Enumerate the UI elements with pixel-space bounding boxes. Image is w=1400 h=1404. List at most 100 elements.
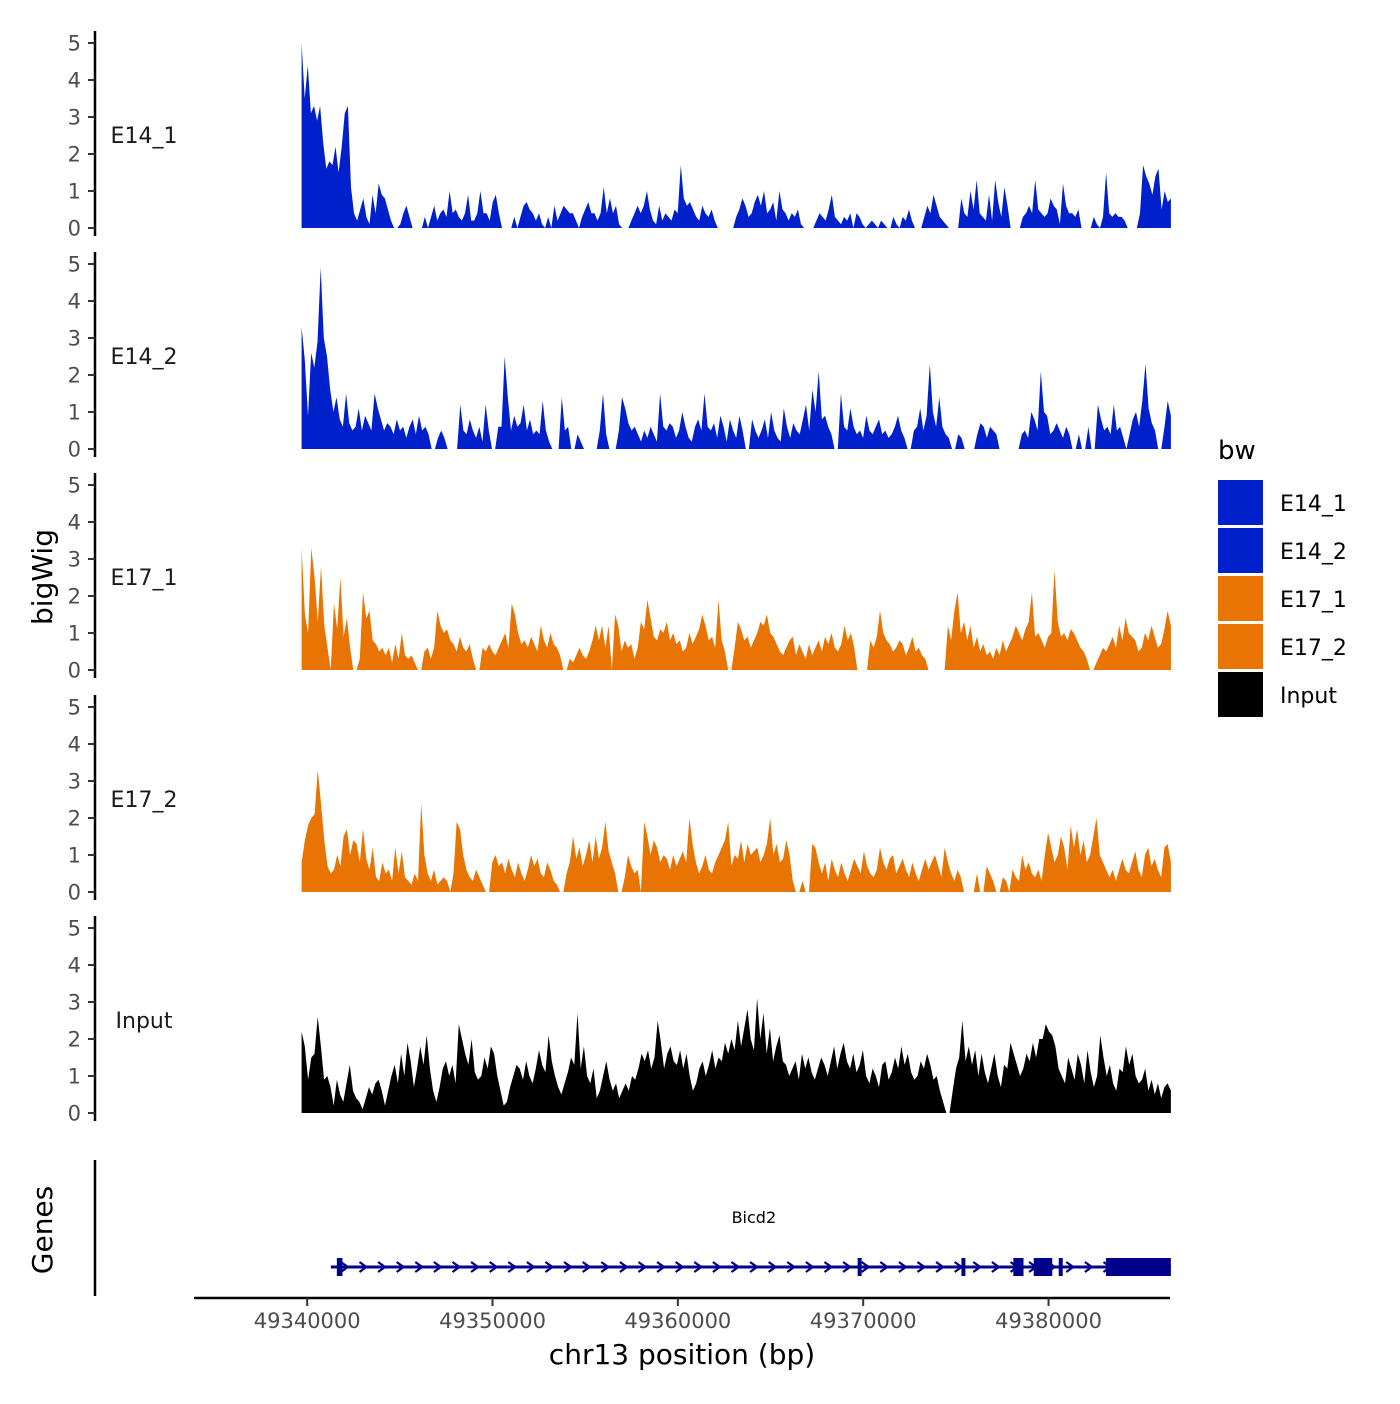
strand-chevron-bicd2-7 — [470, 1261, 480, 1273]
legend-swatch-e17-2 — [1218, 624, 1263, 669]
exon-bicd2-1 — [857, 1258, 862, 1276]
y-tick-label-e14-1-5: 5 — [68, 32, 81, 56]
legend-label-e17-2: E17_2 — [1280, 636, 1347, 661]
track-e17-1: 0 1 2 3 4 5 E17_1 — [68, 473, 1171, 683]
y-tick-label-input-4: 4 — [68, 954, 81, 978]
legend-swatch-e14-1 — [1218, 480, 1263, 525]
y-tick-label-e14-1-3: 3 — [68, 106, 81, 130]
strand-chevron-bicd2-40 — [1084, 1261, 1094, 1273]
legend-swatch-input — [1218, 672, 1263, 717]
strand-chevron-bicd2-39 — [1065, 1261, 1076, 1273]
y-tick-label-e17-2-1: 1 — [68, 844, 81, 868]
signal-area-e17-1 — [301, 547, 1171, 670]
y-tick-label-e17-2-5: 5 — [68, 696, 81, 720]
x-tick-label-1: 49350000 — [439, 1309, 546, 1333]
strand-chevron-bicd2-2 — [377, 1261, 387, 1273]
y-tick-label-e17-1-3: 3 — [68, 548, 81, 572]
strand-chevron-bicd2-22 — [749, 1261, 759, 1273]
y-tick-label-e14-2-5: 5 — [68, 253, 81, 277]
y-tick-label-e14-1-1: 1 — [68, 180, 81, 204]
y-tick-label-e14-2-0: 0 — [68, 438, 81, 462]
y-tick-label-e14-2-2: 2 — [68, 364, 81, 388]
strand-chevron-bicd2-5 — [433, 1261, 443, 1273]
exon-bicd2-0 — [336, 1258, 343, 1276]
y-tick-label-input-1: 1 — [68, 1065, 81, 1089]
signal-area-input — [301, 998, 1171, 1113]
strand-chevron-bicd2-17 — [656, 1261, 666, 1273]
track-label-e14-2: E14_2 — [111, 345, 178, 370]
strand-chevron-bicd2-20 — [712, 1261, 722, 1273]
y-tick-label-e17-1-5: 5 — [68, 474, 81, 498]
track-label-e14-1: E14_1 — [111, 124, 178, 149]
legend-swatch-e14-2 — [1218, 528, 1263, 573]
strand-chevron-bicd2-19 — [693, 1261, 704, 1273]
track-e14-1: 0 1 2 3 4 5 E14_1 — [68, 31, 1171, 241]
y-tick-label-e17-2-4: 4 — [68, 733, 81, 757]
x-tick-label-2: 49360000 — [624, 1309, 731, 1333]
signal-area-e17-2 — [301, 769, 1171, 892]
legend-title: bw — [1218, 436, 1256, 466]
strand-chevron-bicd2-6 — [451, 1261, 462, 1273]
y-tick-label-input-5: 5 — [68, 917, 81, 941]
strand-chevron-bicd2-18 — [675, 1261, 685, 1273]
signal-area-e14-1 — [301, 43, 1171, 228]
x-tick-label-0: 49340000 — [254, 1309, 361, 1333]
x-axis: chr13 position (bp) 49340000 49350000 4936… — [194, 1296, 1170, 1371]
strand-chevron-bicd2-1 — [358, 1261, 369, 1273]
exon-bicd2-3 — [1013, 1258, 1024, 1276]
strand-chevron-bicd2-35 — [991, 1261, 1001, 1273]
y-tick-label-e14-1-4: 4 — [68, 69, 81, 93]
strand-chevron-bicd2-27 — [842, 1261, 852, 1273]
genes-axis-title: Genes — [26, 1186, 59, 1274]
y-tick-label-e17-1-4: 4 — [68, 511, 81, 535]
strand-chevron-bicd2-3 — [396, 1261, 406, 1273]
strand-chevron-bicd2-11 — [544, 1261, 555, 1273]
x-tick-label-3: 49370000 — [810, 1309, 917, 1333]
y-tick-label-input-2: 2 — [68, 1028, 81, 1052]
y-tick-label-e17-2-0: 0 — [68, 881, 81, 905]
strand-chevron-bicd2-34 — [972, 1261, 983, 1273]
strand-chevron-bicd2-0 — [340, 1261, 350, 1273]
strand-chevron-bicd2-16 — [637, 1261, 648, 1273]
y-tick-label-e14-1-2: 2 — [68, 143, 81, 167]
y-tick-label-e17-1-1: 1 — [68, 622, 81, 646]
legend-label-e14-2: E14_2 — [1280, 540, 1347, 565]
exon-bicd2-6 — [1105, 1258, 1171, 1276]
track-label-input: Input — [116, 1009, 173, 1034]
strand-chevron-bicd2-15 — [619, 1261, 629, 1273]
gene-bicd2: Bicd2 — [330, 1208, 1171, 1276]
y-tick-label-e14-1-0: 0 — [68, 217, 81, 241]
y-tick-label-e14-2-1: 1 — [68, 401, 81, 425]
y-tick-label-e14-2-4: 4 — [68, 290, 81, 314]
strand-chevron-bicd2-31 — [916, 1261, 927, 1273]
strand-chevron-bicd2-26 — [823, 1261, 834, 1273]
y-tick-label-e17-2-2: 2 — [68, 807, 81, 831]
strand-chevron-bicd2-4 — [414, 1261, 425, 1273]
strand-chevron-bicd2-21 — [730, 1261, 741, 1273]
track-label-e17-2: E17_2 — [111, 788, 178, 813]
strand-chevron-bicd2-13 — [582, 1261, 592, 1273]
track-e14-2: 0 1 2 3 4 5 E14_2 — [68, 252, 1171, 462]
y-tick-label-e17-2-3: 3 — [68, 770, 81, 794]
gene-label-bicd2: Bicd2 — [732, 1208, 777, 1227]
exon-bicd2-4 — [1033, 1258, 1053, 1276]
strand-chevron-bicd2-30 — [898, 1261, 908, 1273]
y-tick-label-e17-1-0: 0 — [68, 659, 81, 683]
gene-track: Genes Bicd2 — [26, 1160, 1171, 1296]
y-tick-label-input-0: 0 — [68, 1102, 81, 1126]
legend-label-e14-1: E14_1 — [1280, 492, 1347, 517]
legend-label-input: Input — [1280, 684, 1337, 709]
y-tick-label-e14-2-3: 3 — [68, 327, 81, 351]
legend-swatch-e17-1 — [1218, 576, 1263, 621]
track-e17-2: 0 1 2 3 4 5 E17_2 — [68, 695, 1171, 905]
signal-area-e14-2 — [301, 267, 1171, 449]
x-tick-label-4: 49380000 — [995, 1309, 1102, 1333]
strand-chevron-bicd2-24 — [786, 1261, 797, 1273]
strand-chevron-bicd2-12 — [563, 1261, 573, 1273]
strand-chevron-bicd2-25 — [805, 1261, 815, 1273]
exon-bicd2-2 — [961, 1258, 966, 1276]
y-tick-label-e17-1-2: 2 — [68, 585, 81, 609]
strand-chevron-bicd2-14 — [600, 1261, 611, 1273]
